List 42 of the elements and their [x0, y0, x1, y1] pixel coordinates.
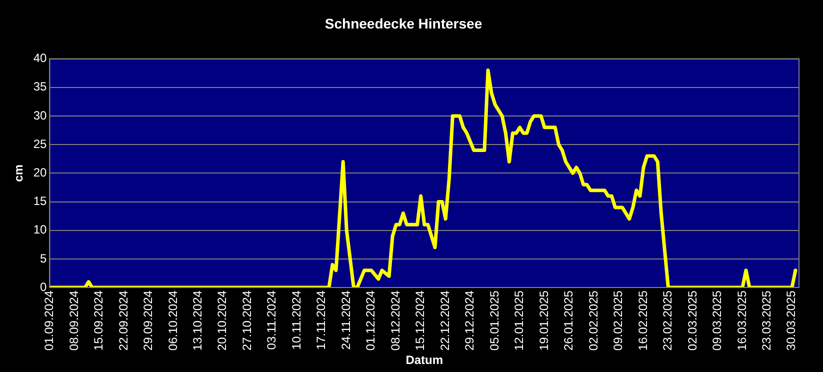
x-tick-label: 19.01.2025	[536, 290, 551, 351]
x-tick-label: 08.12.2024	[388, 290, 402, 351]
x-tick-label: 05.01.2025	[487, 290, 502, 351]
x-tick-label: 06.10.2024	[166, 290, 180, 351]
x-tick-label: 24.11.2024	[338, 290, 353, 350]
y-tick-label: 25	[33, 136, 48, 151]
x-tick-label: 22.12.2024	[438, 290, 452, 351]
x-tick-label: 16.03.2025	[734, 290, 749, 351]
x-axis-title: Datum	[406, 353, 444, 368]
x-tick-label: 16.02.2025	[636, 290, 650, 351]
x-tick-label: 26.01.2025	[562, 290, 576, 351]
x-tick-label: 15.12.2024	[413, 290, 428, 351]
x-tick-label: 23.03.2025	[760, 290, 774, 351]
x-tick-label: 03.11.2024	[264, 290, 279, 350]
x-tick-label: 02.03.2025	[685, 290, 700, 351]
x-tick-label: 08.09.2024	[66, 290, 81, 351]
y-tick-label: 10	[33, 222, 48, 237]
x-tick-label: 09.02.2025	[611, 290, 626, 351]
y-tick-label: 35	[33, 80, 48, 94]
y-tick-label: 30	[33, 108, 48, 122]
x-tick-label: 12.01.2025	[512, 290, 526, 351]
x-tick-label: 23.02.2025	[660, 290, 675, 351]
y-tick-label: 40	[33, 51, 48, 66]
x-tick-label: 02.02.2025	[586, 290, 600, 351]
y-tick-label: 20	[33, 165, 48, 180]
x-tick-label: 17.11.2024	[314, 290, 328, 350]
x-tick-label: 01.12.2024	[364, 290, 378, 351]
chart-title: Schneedecke Hintersee	[324, 15, 482, 32]
x-tick-label: 20.10.2024	[215, 290, 230, 351]
x-tick-label: 22.09.2024	[116, 290, 130, 351]
x-tick-label: 29.12.2024	[462, 290, 477, 351]
x-tick-label: 13.10.2024	[190, 290, 204, 351]
y-axis-title: cm	[12, 164, 26, 182]
y-tick-label: 5	[40, 251, 48, 266]
x-tick-label: 27.10.2024	[240, 290, 254, 351]
y-tick-label: 15	[33, 194, 48, 208]
x-tick-label: 15.09.2024	[92, 290, 106, 351]
x-tick-label: 30.03.2025	[784, 290, 798, 351]
x-tick-label: 09.03.2025	[710, 290, 724, 351]
x-tick-label: 29.09.2024	[141, 290, 156, 351]
x-tick-label: 01.09.2024	[42, 290, 56, 351]
x-tick-label: 10.11.2024	[289, 290, 304, 350]
